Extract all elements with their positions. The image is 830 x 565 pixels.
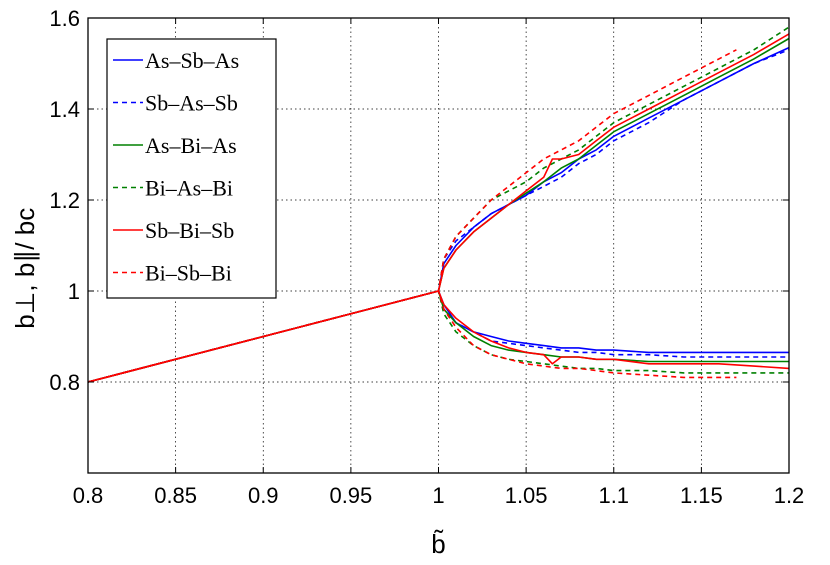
y-tick-label: 0.8 [49,370,80,395]
x-tick-label: 1 [432,483,444,508]
legend-label: As–Sb–As [145,48,239,73]
series-line-2-lower [87,290,789,383]
x-tick-label: 1.2 [774,483,805,508]
legend-box [106,38,277,299]
series-line-0-upper [87,46,790,383]
legend-label: As–Bi–As [145,133,237,158]
x-tick-label: 0.8 [73,483,104,508]
legend-label: Sb–As–Sb [145,91,238,116]
x-tick-label: 1.05 [505,483,548,508]
grid-lines [88,18,789,473]
series-line-3-lower [87,290,789,383]
legend-label: Sb–Bi–Sb [145,218,234,243]
y-axis-label: b⊥, b∥/ bc [10,208,40,329]
legend: As–Sb–As Sb–As–Sb As–Bi–As Bi–As–Bi Sb–Bi–Sb… [106,38,277,299]
y-tick-label: 1.2 [49,188,80,213]
x-tick-label: 0.95 [329,483,372,508]
x-tick-label: 1.15 [680,483,723,508]
legend-label: Bi–As–Bi [145,176,233,201]
legend-label: Bi–Sb–Bi [145,261,232,286]
y-tick-label: 1.6 [49,6,80,31]
series-line-4-upper [87,33,790,383]
series-line-4-lower [87,290,790,383]
x-tick-label: 0.9 [248,483,279,508]
y-tick-label: 1.4 [49,97,80,122]
x-tick-label: 0.85 [154,483,197,508]
series-lines [87,26,790,383]
y-tick-label: 1 [68,279,80,304]
axis-ticks: 0.8 0.85 0.9 0.95 1 1.05 1.1 1.15 1.2 0.8 1 1.2 1.4 1… [49,6,804,508]
x-axis-label: b̃ [431,529,445,559]
x-tick-label: 1.1 [598,483,629,508]
